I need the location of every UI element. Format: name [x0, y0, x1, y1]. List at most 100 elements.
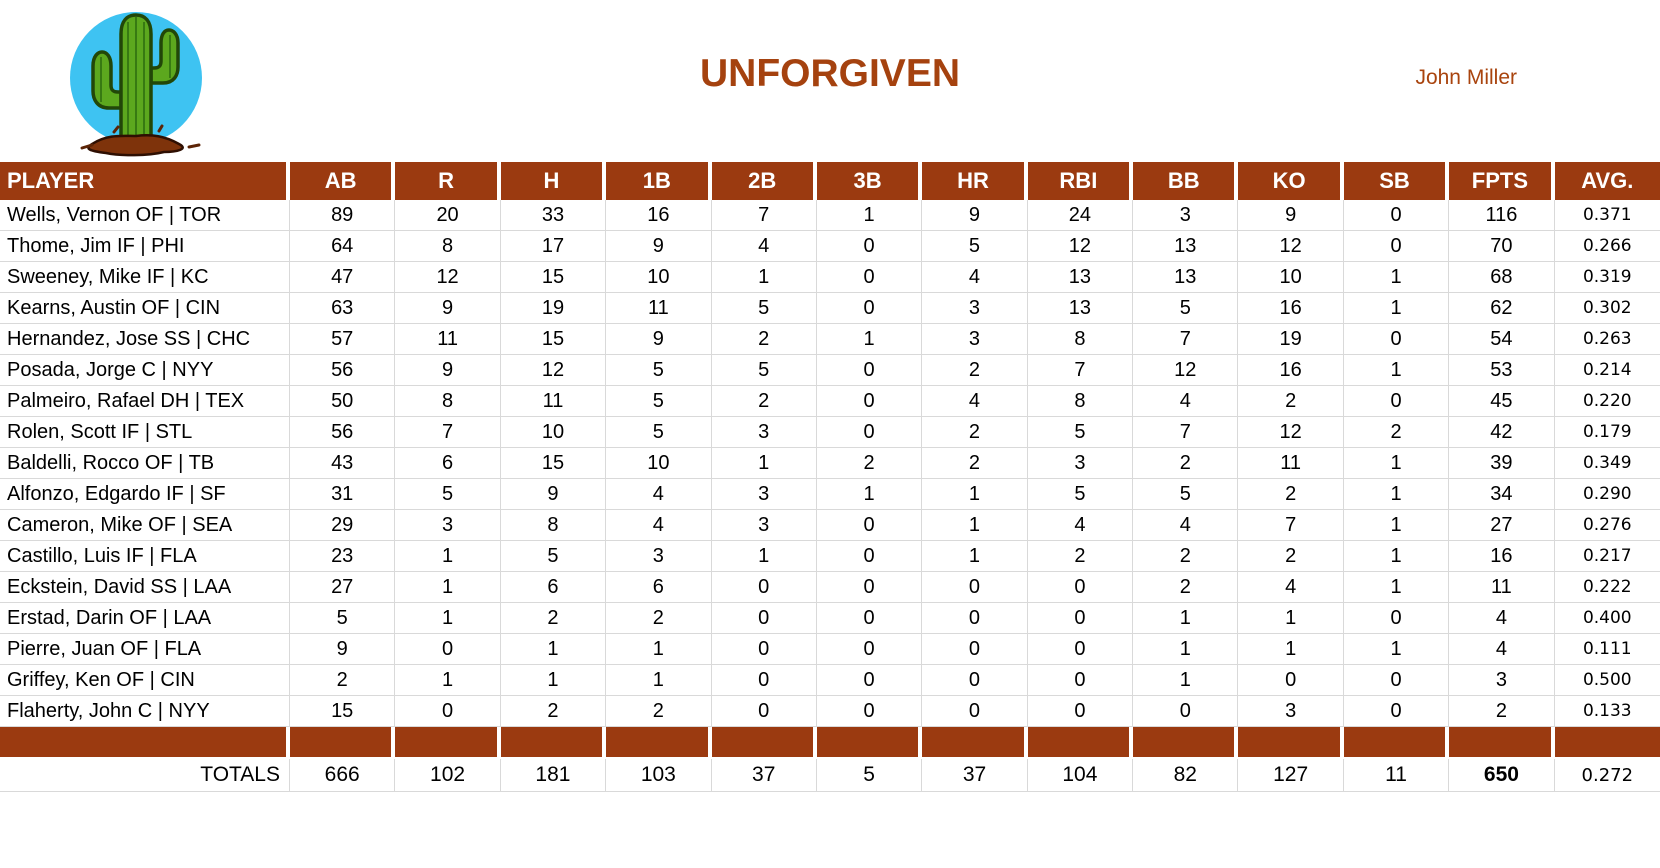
stat-cell: 5	[711, 293, 817, 324]
player-name-cell: Posada, Jorge C | NYY	[0, 355, 290, 386]
stat-cell: 23	[290, 541, 396, 572]
stat-cell: 5	[1133, 479, 1239, 510]
stat-cell: 31	[290, 479, 396, 510]
totals-row: TOTALS 666 102 181 103 37 5 37 104 82 127 11 650 0.27…	[0, 759, 1660, 792]
stat-cell: 70	[1449, 231, 1555, 262]
stat-cell: 0	[1027, 665, 1134, 696]
stat-cell: 0	[1343, 200, 1450, 231]
stat-cell: 68	[1449, 262, 1555, 293]
totals-cell: 666	[290, 759, 396, 792]
stat-cell: 3	[711, 479, 817, 510]
stat-cell: 2	[500, 603, 607, 634]
stat-cell: 8	[500, 510, 607, 541]
stat-cell: 4	[1449, 634, 1555, 665]
stat-cell: 2	[1133, 448, 1239, 479]
stat-cell: 29	[290, 510, 396, 541]
stat-cell: 9	[395, 293, 501, 324]
stat-cell: 5	[500, 541, 607, 572]
column-header-player: PLAYER	[0, 162, 290, 200]
stat-cell: 9	[500, 479, 607, 510]
stat-cell: 12	[1238, 417, 1344, 448]
stat-cell: 7	[711, 200, 817, 231]
totals-cell: 650	[1449, 759, 1555, 792]
stat-cell: 0	[816, 386, 923, 417]
stat-cell: 7	[1027, 355, 1134, 386]
stat-cell: 9	[606, 231, 712, 262]
player-name-cell: Hernandez, Jose SS | CHC	[0, 324, 290, 355]
stat-cell: 5	[606, 355, 712, 386]
stat-cell: 0	[922, 603, 1028, 634]
separator-cell	[1027, 727, 1134, 757]
stat-cell: 15	[500, 448, 607, 479]
stat-cell: 27	[290, 572, 396, 603]
stat-cell: 2	[1238, 541, 1344, 572]
column-header-3b: 3B	[816, 162, 923, 200]
stat-cell: 0	[816, 355, 923, 386]
stat-cell: 0	[1133, 696, 1239, 727]
column-header-sb: SB	[1343, 162, 1450, 200]
stat-cell: 2	[922, 448, 1028, 479]
stat-cell: 4	[1133, 510, 1239, 541]
stat-cell: 0.111	[1554, 634, 1660, 665]
stat-cell: 0	[922, 572, 1028, 603]
stat-cell: 3	[922, 324, 1028, 355]
stat-cell: 7	[1133, 324, 1239, 355]
stat-cell: 1	[1343, 355, 1450, 386]
stat-cell: 0	[1027, 572, 1134, 603]
column-header-ko: KO	[1238, 162, 1344, 200]
stat-cell: 7	[1238, 510, 1344, 541]
stat-cell: 3	[922, 293, 1028, 324]
stat-cell: 5	[1133, 293, 1239, 324]
column-header-hr: HR	[922, 162, 1028, 200]
stat-cell: 34	[1449, 479, 1555, 510]
stat-cell: 4	[1133, 386, 1239, 417]
stat-cell: 1	[1343, 262, 1450, 293]
totals-cell: 102	[395, 759, 501, 792]
stat-cell: 0	[1027, 634, 1134, 665]
stat-cell: 0	[922, 634, 1028, 665]
player-name-cell: Flaherty, John C | NYY	[0, 696, 290, 727]
stat-cell: 3	[395, 510, 501, 541]
stat-cell: 0	[816, 231, 923, 262]
player-name-cell: Kearns, Austin OF | CIN	[0, 293, 290, 324]
stat-cell: 2	[711, 386, 817, 417]
stat-cell: 0	[816, 665, 923, 696]
stat-cell: 1	[1343, 479, 1450, 510]
stat-cell: 42	[1449, 417, 1555, 448]
stat-cell: 5	[395, 479, 501, 510]
separator-cell	[1449, 727, 1555, 757]
separator-cell	[500, 727, 607, 757]
column-header-bb: BB	[1133, 162, 1239, 200]
column-header-1b: 1B	[606, 162, 712, 200]
player-name-cell: Palmeiro, Rafael DH | TEX	[0, 386, 290, 417]
stat-cell: 3	[1238, 696, 1344, 727]
stat-cell: 0	[922, 696, 1028, 727]
stat-cell: 4	[1449, 603, 1555, 634]
player-row: Palmeiro, Rafael DH | TEX 50 8 11 5 2 0 4 8 4 2 0 45…	[0, 386, 1660, 417]
stat-cell: 0.400	[1554, 603, 1660, 634]
stat-cell: 10	[500, 417, 607, 448]
totals-cell: 37	[922, 759, 1028, 792]
stat-cell: 11	[1449, 572, 1555, 603]
stat-cell: 19	[1238, 324, 1344, 355]
stat-cell: 0	[395, 634, 501, 665]
stat-cell: 24	[1027, 200, 1134, 231]
table-body: Wells, Vernon OF | TOR 89 20 33 16 7 1 9 24 3 9 0 11…	[0, 200, 1660, 727]
player-name-cell: Pierre, Juan OF | FLA	[0, 634, 290, 665]
stat-cell: 6	[395, 448, 501, 479]
stat-cell: 0	[816, 417, 923, 448]
stat-cell: 15	[290, 696, 396, 727]
stat-cell: 2	[1133, 541, 1239, 572]
stat-cell: 0	[1343, 696, 1450, 727]
column-header-rbi: RBI	[1027, 162, 1134, 200]
stat-cell: 2	[816, 448, 923, 479]
player-name-cell: Thome, Jim IF | PHI	[0, 231, 290, 262]
stat-cell: 1	[711, 448, 817, 479]
stat-cell: 12	[1027, 231, 1134, 262]
column-header-fpts: FPTS	[1449, 162, 1555, 200]
stat-cell: 9	[395, 355, 501, 386]
player-name-cell: Baldelli, Rocco OF | TB	[0, 448, 290, 479]
column-header-h: H	[500, 162, 607, 200]
stat-cell: 1	[1343, 541, 1450, 572]
stat-cell: 0	[1027, 603, 1134, 634]
